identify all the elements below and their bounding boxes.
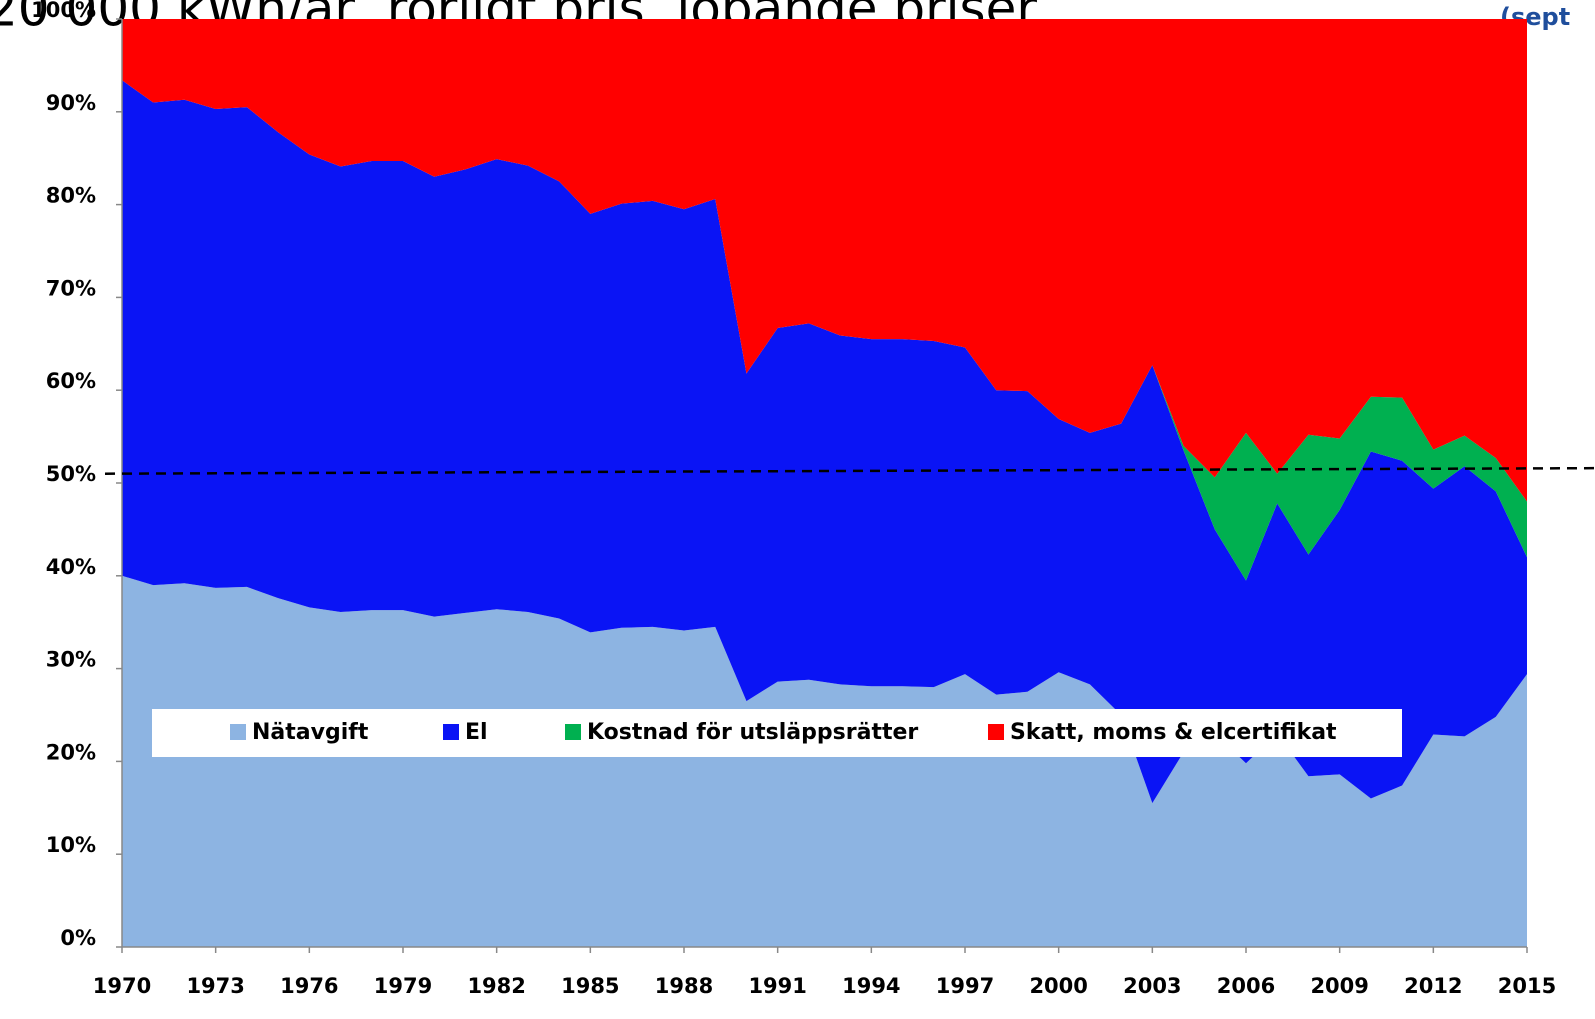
chart: 20 000 kWh/år, rörligt pris, löpande pri… xyxy=(0,0,1595,1019)
x-tick-label: 1997 xyxy=(936,974,994,998)
legend: Nätavgift El Kostnad för utsläppsrätter Ska… xyxy=(152,709,1402,757)
y-tick-label: 30% xyxy=(46,648,96,672)
x-tick-label: 1982 xyxy=(467,974,525,998)
page: 20 000 kWh/år, rörligt pris, löpande pri… xyxy=(0,0,1595,1019)
x-tick-label: 2000 xyxy=(1029,974,1087,998)
y-tick-label: 10% xyxy=(46,833,96,857)
x-tick-label: 2012 xyxy=(1404,974,1462,998)
legend-swatch xyxy=(565,724,581,740)
x-tick-label: 1991 xyxy=(748,974,806,998)
x-tick-label: 1976 xyxy=(280,974,338,998)
x-tick-label: 2015 xyxy=(1498,974,1556,998)
x-tick-label: 1970 xyxy=(93,974,151,998)
legend-swatch xyxy=(988,724,1004,740)
y-tick-label: 20% xyxy=(46,740,96,764)
y-tick-label: 70% xyxy=(46,276,96,300)
y-tick-label: 0% xyxy=(60,926,96,950)
y-tick-label: 60% xyxy=(46,369,96,393)
y-tick-label: 50% xyxy=(46,462,96,486)
legend-label: Nätavgift xyxy=(252,720,369,745)
legend-label: El xyxy=(465,720,488,745)
legend-label: Kostnad för utsläppsrätter xyxy=(587,720,918,745)
legend-swatch xyxy=(230,724,246,740)
y-tick-label: 40% xyxy=(46,555,96,579)
x-tick-label: 1988 xyxy=(655,974,713,998)
x-tick-label: 2009 xyxy=(1310,974,1368,998)
legend-swatch xyxy=(443,724,459,740)
x-tick-label: 2003 xyxy=(1123,974,1181,998)
legend-label: Skatt, moms & elcertifikat xyxy=(1010,720,1337,745)
y-tick-label: 80% xyxy=(46,184,96,208)
x-tick-label: 1979 xyxy=(374,974,432,998)
x-tick-label: 1994 xyxy=(842,974,900,998)
y-tick-label: 90% xyxy=(46,91,96,115)
x-tick-label: 2006 xyxy=(1217,974,1275,998)
x-tick-label: 1973 xyxy=(186,974,244,998)
y-tick-label: 100% xyxy=(31,0,96,22)
x-tick-label: 1985 xyxy=(561,974,619,998)
